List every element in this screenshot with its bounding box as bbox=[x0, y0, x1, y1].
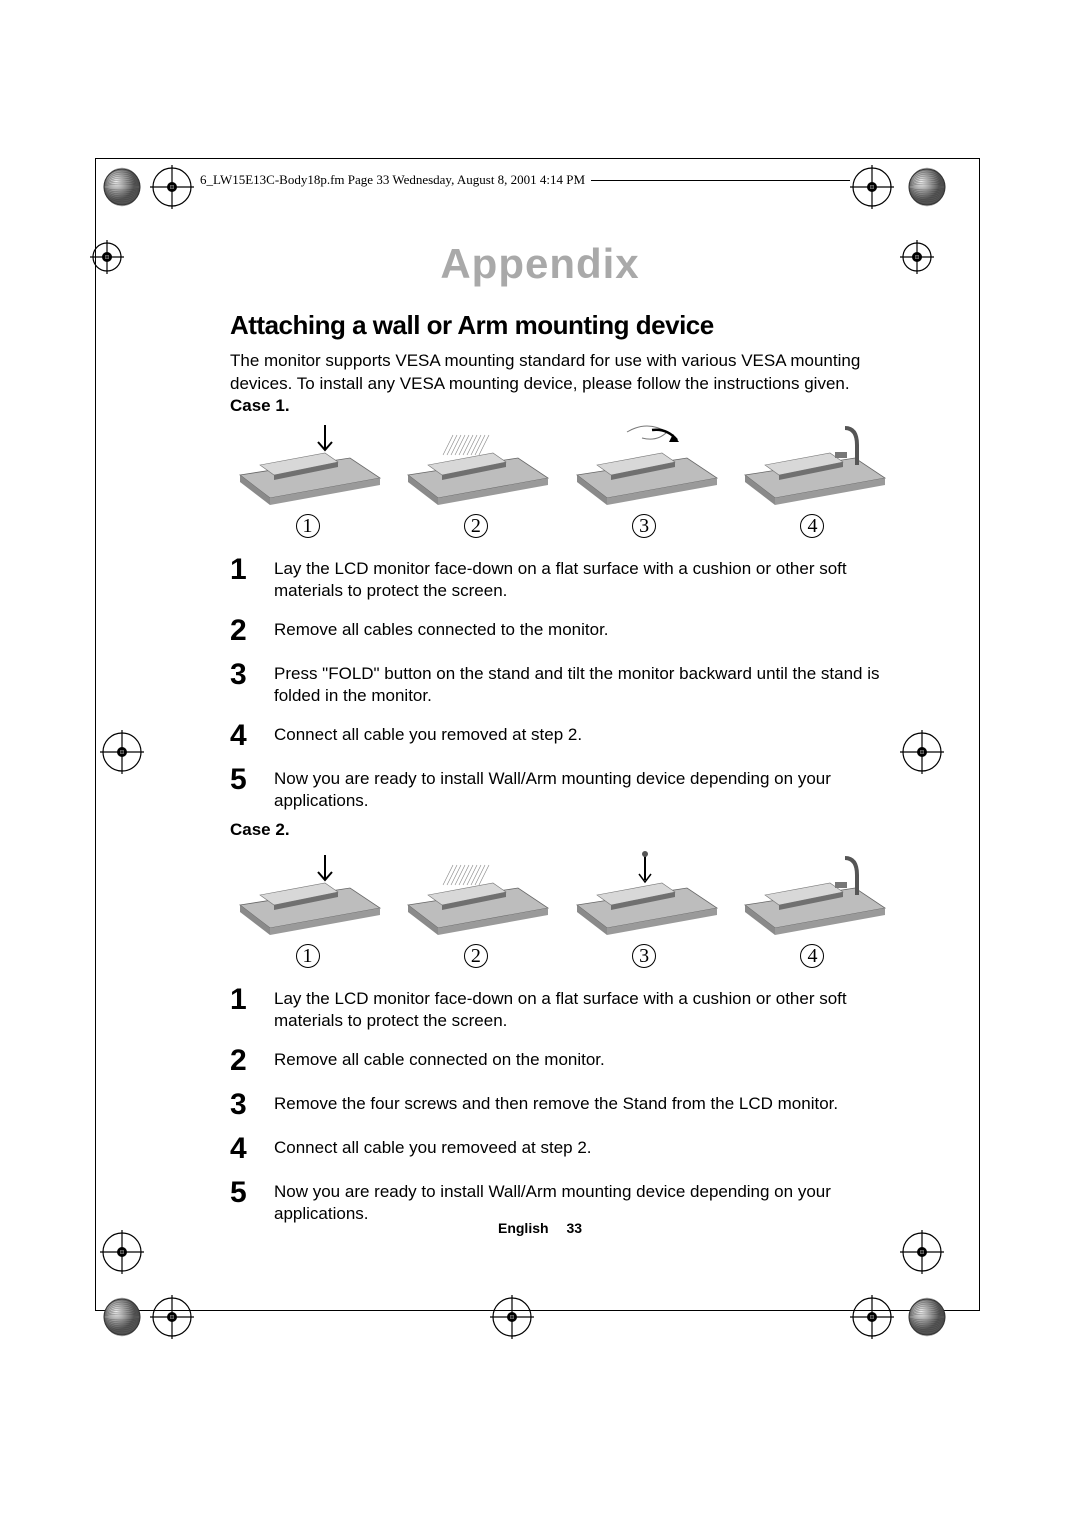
case2-label: Case 2. bbox=[230, 820, 290, 840]
figure-number: 3 bbox=[632, 514, 656, 538]
step: 1Lay the LCD monitor face-down on a flat… bbox=[230, 985, 890, 1032]
case2-figures: 1 2 3 4 bbox=[230, 850, 890, 968]
step-number: 3 bbox=[230, 660, 274, 690]
step: 3Press "FOLD" button on the stand and ti… bbox=[230, 660, 890, 707]
registration-mark bbox=[150, 1295, 194, 1339]
figure-number: 2 bbox=[464, 944, 488, 968]
registration-mark bbox=[850, 1295, 894, 1339]
figure-cell: 4 bbox=[735, 420, 890, 538]
step-number: 3 bbox=[230, 1090, 274, 1120]
step-text: Remove the four screws and then remove t… bbox=[274, 1090, 838, 1115]
registration-mark bbox=[905, 1295, 949, 1339]
registration-mark bbox=[900, 240, 934, 274]
step-number: 5 bbox=[230, 1178, 274, 1208]
figure-number: 1 bbox=[296, 944, 320, 968]
registration-mark bbox=[850, 165, 894, 209]
figure-cell: 2 bbox=[398, 420, 553, 538]
section-title: Attaching a wall or Arm mounting device bbox=[230, 310, 714, 341]
step: 5Now you are ready to install Wall/Arm m… bbox=[230, 765, 890, 812]
figure-cell: 1 bbox=[230, 850, 385, 968]
step-text: Press "FOLD" button on the stand and til… bbox=[274, 660, 890, 707]
page-header: 6_LW15E13C-Body18p.fm Page 33 Wednesday,… bbox=[200, 180, 850, 194]
figure-number: 3 bbox=[632, 944, 656, 968]
step-text: Connect all cable you removed at step 2. bbox=[274, 721, 582, 746]
step: 2Remove all cable connected on the monit… bbox=[230, 1046, 890, 1076]
figure-cell: 3 bbox=[567, 420, 722, 538]
step-text: Now you are ready to install Wall/Arm mo… bbox=[274, 1178, 890, 1225]
step-number: 4 bbox=[230, 721, 274, 751]
intro-text: The monitor supports VESA mounting stand… bbox=[230, 350, 890, 396]
case1-label: Case 1. bbox=[230, 396, 290, 416]
step: 2Remove all cables connected to the moni… bbox=[230, 616, 890, 646]
registration-mark bbox=[900, 1230, 944, 1274]
figure-number: 2 bbox=[464, 514, 488, 538]
registration-mark bbox=[490, 1295, 534, 1339]
step-text: Remove all cable connected on the monito… bbox=[274, 1046, 605, 1071]
step-number: 2 bbox=[230, 616, 274, 646]
figure-cell: 2 bbox=[398, 850, 553, 968]
footer-page: 33 bbox=[566, 1220, 582, 1236]
registration-mark bbox=[905, 165, 949, 209]
step: 4Connect all cable you removed at step 2… bbox=[230, 721, 890, 751]
figure-cell: 3 bbox=[567, 850, 722, 968]
step-number: 1 bbox=[230, 985, 274, 1015]
figure-number: 4 bbox=[800, 944, 824, 968]
step-number: 5 bbox=[230, 765, 274, 795]
figure-number: 4 bbox=[800, 514, 824, 538]
step-number: 1 bbox=[230, 555, 274, 585]
figure-cell: 1 bbox=[230, 420, 385, 538]
step-text: Lay the LCD monitor face-down on a flat … bbox=[274, 555, 890, 602]
step-text: Lay the LCD monitor face-down on a flat … bbox=[274, 985, 890, 1032]
footer-lang: English bbox=[498, 1220, 549, 1236]
registration-mark bbox=[900, 730, 944, 774]
registration-mark bbox=[150, 165, 194, 209]
case1-steps: 1Lay the LCD monitor face-down on a flat… bbox=[230, 555, 890, 827]
registration-mark bbox=[90, 240, 124, 274]
registration-mark bbox=[100, 1230, 144, 1274]
registration-mark bbox=[100, 1295, 144, 1339]
figure-number: 1 bbox=[296, 514, 320, 538]
header-text: 6_LW15E13C-Body18p.fm Page 33 Wednesday,… bbox=[200, 172, 591, 187]
step: 1Lay the LCD monitor face-down on a flat… bbox=[230, 555, 890, 602]
registration-mark bbox=[100, 165, 144, 209]
step-number: 2 bbox=[230, 1046, 274, 1076]
step: 3Remove the four screws and then remove … bbox=[230, 1090, 890, 1120]
step-text: Connect all cable you removeed at step 2… bbox=[274, 1134, 592, 1159]
registration-mark bbox=[100, 730, 144, 774]
step-text: Now you are ready to install Wall/Arm mo… bbox=[274, 765, 890, 812]
step-text: Remove all cables connected to the monit… bbox=[274, 616, 609, 641]
case2-steps: 1Lay the LCD monitor face-down on a flat… bbox=[230, 985, 890, 1239]
step: 4Connect all cable you removeed at step … bbox=[230, 1134, 890, 1164]
figure-cell: 4 bbox=[735, 850, 890, 968]
step-number: 4 bbox=[230, 1134, 274, 1164]
step: 5Now you are ready to install Wall/Arm m… bbox=[230, 1178, 890, 1225]
case1-figures: 1 2 3 4 bbox=[230, 420, 890, 538]
